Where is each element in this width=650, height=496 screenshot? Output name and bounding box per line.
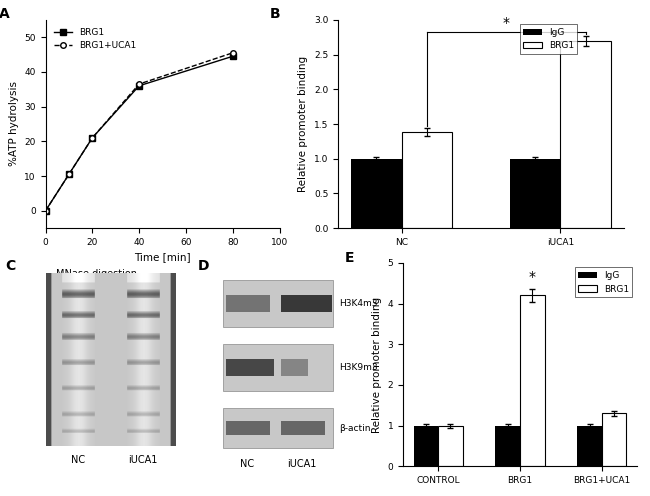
Text: NC: NC [71, 455, 85, 465]
Legend: IgG, BRG1: IgG, BRG1 [575, 267, 632, 297]
Bar [223, 280, 333, 327]
Bar [577, 426, 602, 466]
Text: C: C [6, 258, 16, 273]
Y-axis label: Relative promoter binding: Relative promoter binding [372, 297, 382, 433]
Bar [226, 295, 270, 311]
BRG1+UCA1 [135, 81, 143, 87]
Bar [602, 413, 627, 466]
Bar [226, 421, 270, 435]
Legend: BRG1, BRG1+UCA1: BRG1, BRG1+UCA1 [50, 24, 140, 54]
Text: β-actin: β-actin [339, 424, 371, 433]
Bar [281, 359, 308, 375]
BRG1 [135, 83, 143, 89]
Text: H3K4m3: H3K4m3 [339, 299, 378, 308]
Bar [495, 426, 520, 466]
BRG1 [88, 135, 96, 141]
Bar [520, 296, 545, 466]
Text: D: D [198, 258, 209, 273]
BRG1 [42, 208, 49, 214]
Bar [413, 426, 438, 466]
Bar [510, 159, 560, 228]
Text: iUCA1: iUCA1 [287, 459, 317, 469]
Text: NC: NC [240, 459, 254, 469]
BRG1 [229, 54, 237, 60]
Y-axis label: Relative promoter binding: Relative promoter binding [298, 56, 308, 192]
BRG1+UCA1 [65, 171, 73, 177]
Text: B: B [269, 7, 280, 21]
Bar [281, 295, 332, 311]
BRG1 [65, 171, 73, 177]
Text: *: * [528, 270, 536, 284]
Y-axis label: %ATP hydrolysis: %ATP hydrolysis [8, 81, 19, 167]
Text: iUCA1: iUCA1 [128, 455, 158, 465]
BRG1+UCA1 [88, 135, 96, 141]
Legend: IgG, BRG1: IgG, BRG1 [520, 24, 577, 54]
Bar [223, 408, 333, 448]
Text: *: * [503, 16, 510, 30]
Bar [560, 41, 611, 228]
BRG1+UCA1 [229, 50, 237, 56]
Bar [402, 132, 452, 228]
BRG1+UCA1 [42, 208, 49, 214]
Text: E: E [344, 250, 354, 265]
Bar [351, 159, 402, 228]
Text: MNase digestion: MNase digestion [57, 269, 138, 279]
Bar [223, 344, 333, 391]
X-axis label: Time [min]: Time [min] [134, 252, 191, 262]
Line: BRG1: BRG1 [43, 54, 235, 214]
Bar [226, 359, 274, 375]
Text: H3K9m3: H3K9m3 [339, 363, 378, 372]
Bar [438, 426, 463, 466]
Bar [281, 421, 325, 435]
Line: BRG1+UCA1: BRG1+UCA1 [43, 50, 235, 214]
Text: A: A [0, 7, 10, 21]
